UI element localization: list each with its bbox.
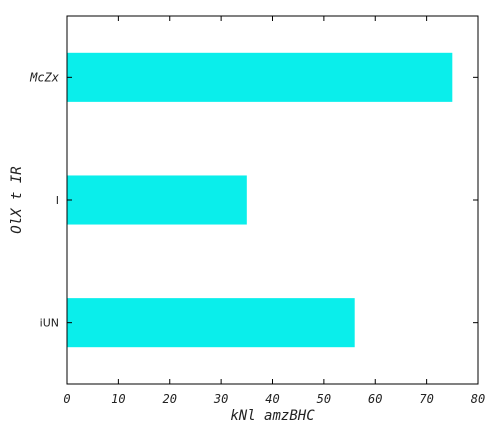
bar-mczx (67, 52, 453, 102)
x-axis-label: kNl amzBHC (230, 408, 315, 424)
x-tick-label: 60 (368, 392, 382, 406)
x-ticks-group: 0 10 20 30 40 50 60 70 80 (63, 16, 485, 406)
x-tick-label: 0 (63, 392, 70, 406)
bar-i (67, 175, 247, 225)
x-tick-label: 20 (163, 392, 177, 406)
y-tick-label: McZx (29, 70, 60, 84)
x-tick-label: 50 (317, 392, 331, 406)
x-tick-label: 80 (471, 392, 485, 406)
x-tick-label: 10 (111, 392, 125, 406)
y-tick-label: I (56, 194, 59, 207)
bars-group (67, 52, 453, 348)
bar-iun (67, 298, 355, 348)
x-tick-label: 70 (419, 392, 433, 406)
y-ticks-group: iUN I McZx (29, 70, 478, 330)
y-tick-label: iUN (40, 317, 59, 330)
x-tick-label: 30 (213, 392, 228, 406)
y-axis-label: OlX t IR (9, 166, 25, 233)
x-tick-label: 40 (265, 392, 279, 406)
